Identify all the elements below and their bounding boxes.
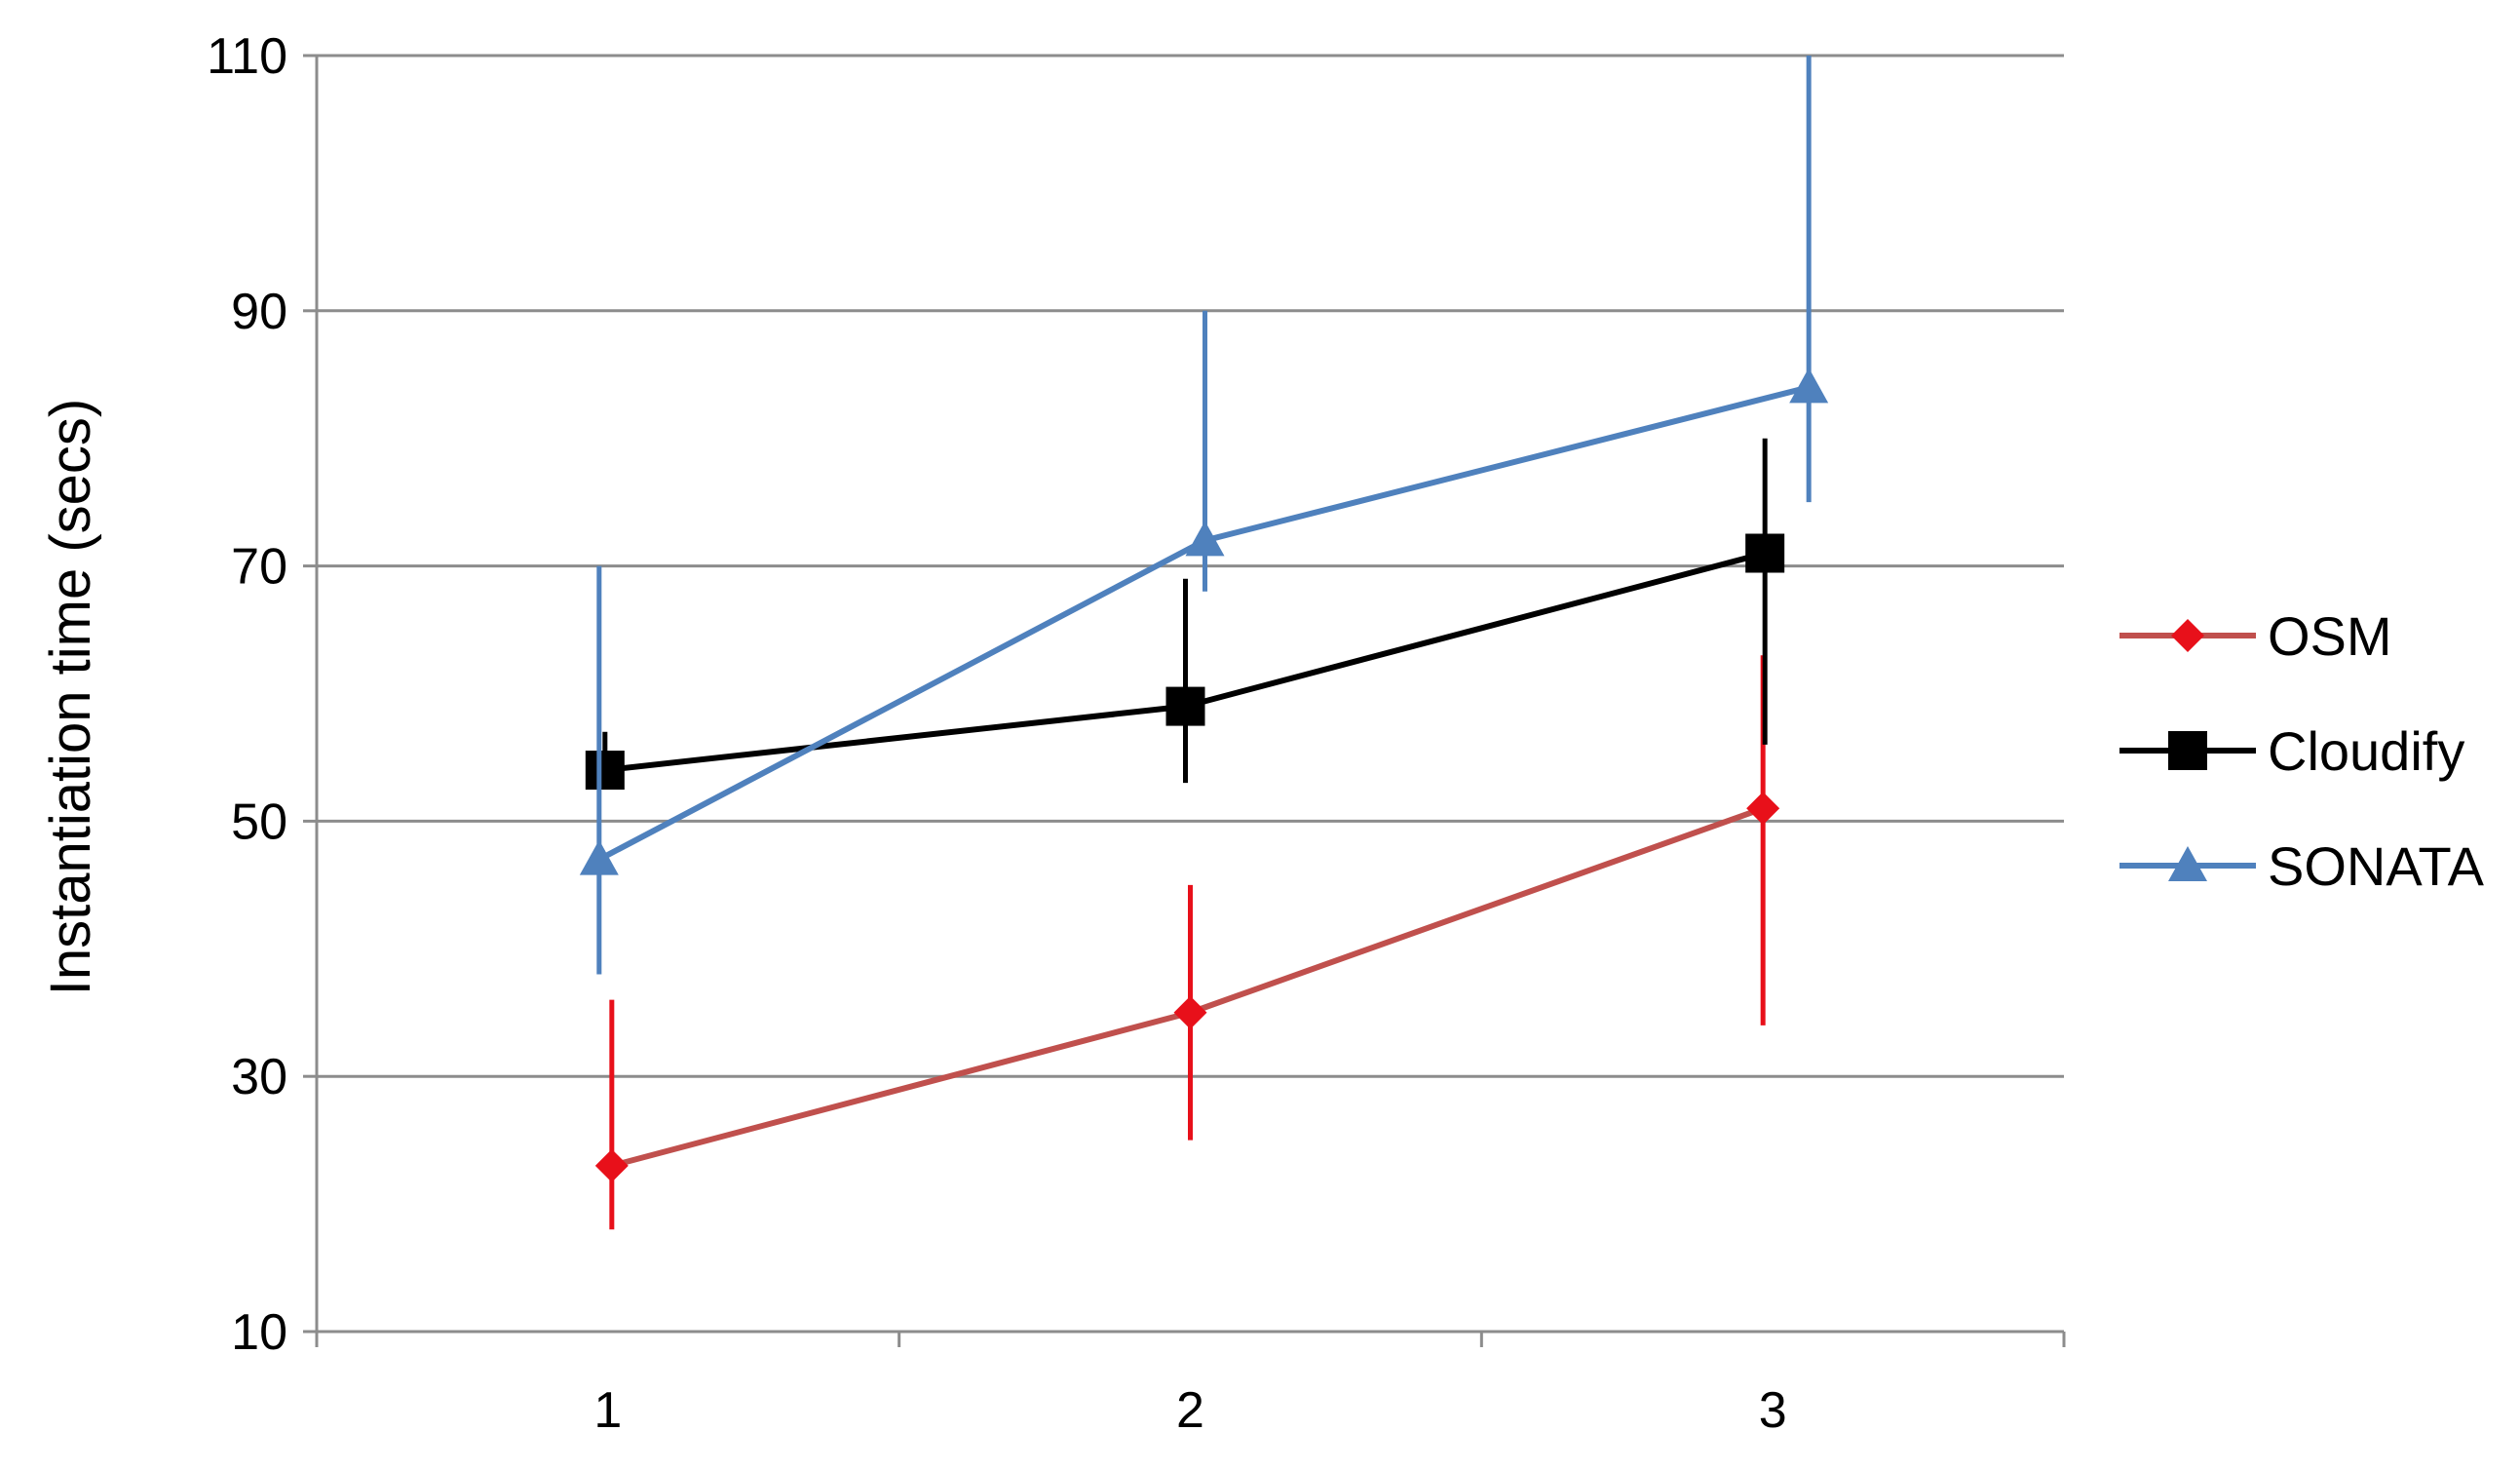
legend-item-cloudify: Cloudify (2119, 720, 2464, 782)
data-point-triangle (1185, 521, 1225, 557)
data-point-diamond (2171, 619, 2204, 652)
data-point-triangle (1789, 368, 1829, 404)
data-point-square (1745, 533, 1785, 573)
data-point-diamond (1746, 792, 1780, 826)
y-axis-title: Instantiation time (secs) (39, 399, 102, 995)
y-tick-label: 10 (231, 1304, 287, 1361)
y-tick-label: 90 (231, 284, 287, 340)
data-point-diamond (594, 1148, 629, 1182)
data-point-square (585, 751, 625, 791)
axes: 10 30 50 70 90 110 1 2 3 (207, 28, 2066, 1439)
legend-item-osm: OSM (2119, 605, 2392, 667)
data-point-diamond (1173, 995, 1207, 1029)
series-cloudify (585, 438, 1785, 791)
data-point-triangle (2168, 846, 2207, 881)
x-tick-label: 2 (1176, 1382, 1204, 1439)
x-tick-label: 1 (593, 1382, 622, 1439)
data-point-triangle (579, 839, 619, 875)
y-tick-label: 70 (231, 539, 287, 596)
y-tick-label: 110 (207, 28, 287, 85)
x-tick-label: 3 (1759, 1382, 1787, 1439)
series-line (611, 805, 1765, 1169)
legend-label: SONATA (2268, 835, 2485, 897)
data-point-square (2168, 731, 2207, 770)
legend: OSM Cloudify SONATA (2119, 605, 2485, 897)
data-point-square (1165, 686, 1205, 726)
legend-label: Cloudify (2268, 720, 2464, 782)
y-tick-label: 50 (231, 793, 287, 850)
series-sonata (579, 56, 1829, 975)
legend-label: OSM (2268, 605, 2392, 667)
legend-item-sonata: SONATA (2119, 835, 2485, 897)
plot-series (579, 56, 1829, 1230)
series-osm (594, 655, 1780, 1230)
y-tick-label: 30 (231, 1049, 287, 1105)
